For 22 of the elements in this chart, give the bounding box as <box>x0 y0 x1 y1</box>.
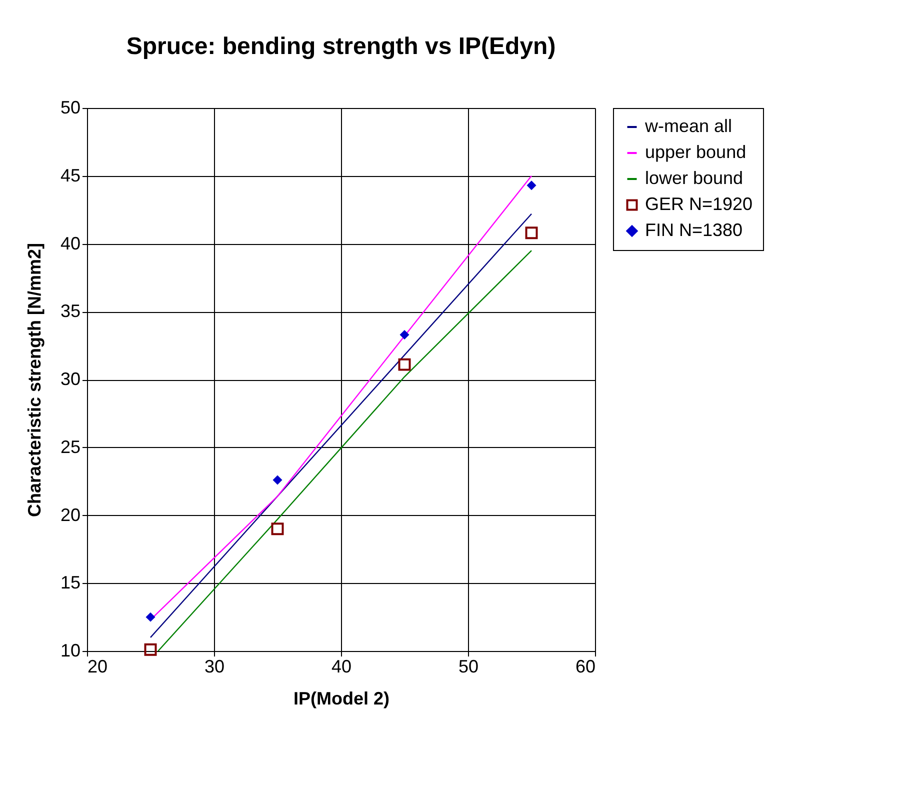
legend-label: upper bound <box>645 142 746 162</box>
y-tick-label: 15 <box>60 572 80 593</box>
legend-label: GER N=1920 <box>645 194 753 214</box>
legend-label: FIN N=1380 <box>645 220 743 240</box>
y-axis-title: Characteristic strength [N/mm2] <box>24 242 44 518</box>
x-tick-label: 60 <box>575 656 596 676</box>
y-tick-label: 10 <box>60 640 80 660</box>
chart-title: Spruce: bending strength vs IP(Edyn) <box>126 33 556 60</box>
y-tick-label: 30 <box>60 369 80 389</box>
y-tick-label: 35 <box>60 301 80 322</box>
y-tick-label: 50 <box>60 98 80 118</box>
y-tick-label: 45 <box>60 165 80 186</box>
x-axis-title: IP(Model 2) <box>293 688 390 708</box>
x-tick-label: 30 <box>204 656 225 676</box>
y-tick-label: 40 <box>60 233 80 254</box>
x-tick-label: 20 <box>88 656 108 676</box>
legend-label: w-mean all <box>644 116 732 136</box>
y-tick-label: 25 <box>60 436 80 457</box>
x-tick-label: 50 <box>458 656 479 676</box>
y-tick-label: 20 <box>60 504 80 525</box>
x-tick-label: 40 <box>331 656 352 676</box>
legend-label: lower bound <box>645 168 744 188</box>
